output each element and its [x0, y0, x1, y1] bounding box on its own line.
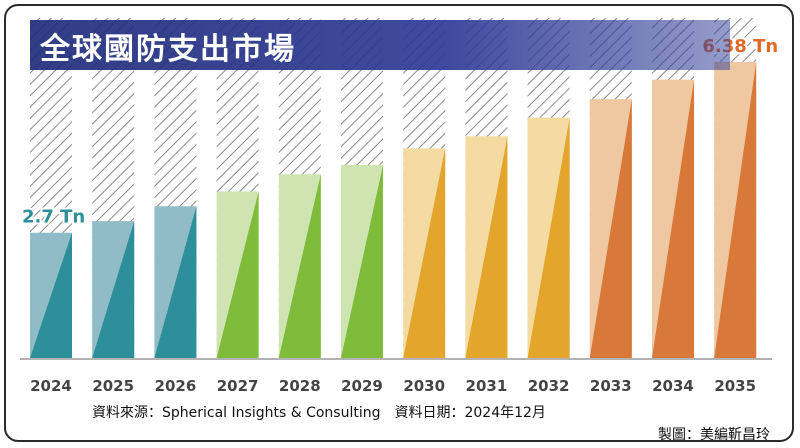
- bar-shade-2028: [278, 174, 321, 358]
- bar-chart: 2024 2025 2026 2027 2028 2029 2030 2031 2032 2033…: [20, 18, 780, 395]
- x-tick-label-2034: 2034: [652, 377, 694, 395]
- x-tick-label-2035: 2035: [714, 377, 756, 395]
- title-banner: [30, 20, 730, 70]
- bar-shade-2024: [30, 232, 72, 358]
- bar-shade-2033: [589, 99, 632, 358]
- x-tick-label-2030: 2030: [403, 377, 445, 395]
- bar-shade-2027: [216, 191, 259, 358]
- chart-frame: 2024 2025 2026 2027 2028 2029 2030 2031 2032 2033…: [4, 4, 794, 442]
- x-tick-label-2029: 2029: [341, 377, 383, 395]
- x-tick-label-2033: 2033: [590, 377, 632, 395]
- x-tick-label-2024: 2024: [30, 377, 72, 395]
- bar-shade-2035: [714, 62, 757, 358]
- bar-shade-2030: [403, 148, 446, 358]
- bar-shade-2034: [652, 79, 694, 358]
- x-tick-label-2025: 2025: [92, 377, 134, 395]
- bar-shade-2032: [527, 117, 570, 358]
- bar-shade-2029: [341, 164, 383, 358]
- source-note: 資料來源：Spherical Insights & Consulting 資料日…: [92, 405, 546, 421]
- x-tick-label-2026: 2026: [155, 377, 197, 395]
- chart-title: 全球國防支出市場: [40, 32, 296, 67]
- bar-shade-2026: [154, 206, 197, 358]
- x-tick-label-2028: 2028: [279, 377, 321, 395]
- x-tick-label-2032: 2032: [528, 377, 570, 395]
- data-label-2024: 2.7 Tn: [22, 207, 85, 228]
- x-tick-label-2027: 2027: [217, 377, 259, 395]
- x-tick-label-2031: 2031: [466, 377, 508, 395]
- bar-shade-2025: [92, 221, 135, 358]
- bar-shade-2031: [465, 136, 508, 358]
- credit-note: 製圖：美編靳昌玲: [658, 427, 770, 442]
